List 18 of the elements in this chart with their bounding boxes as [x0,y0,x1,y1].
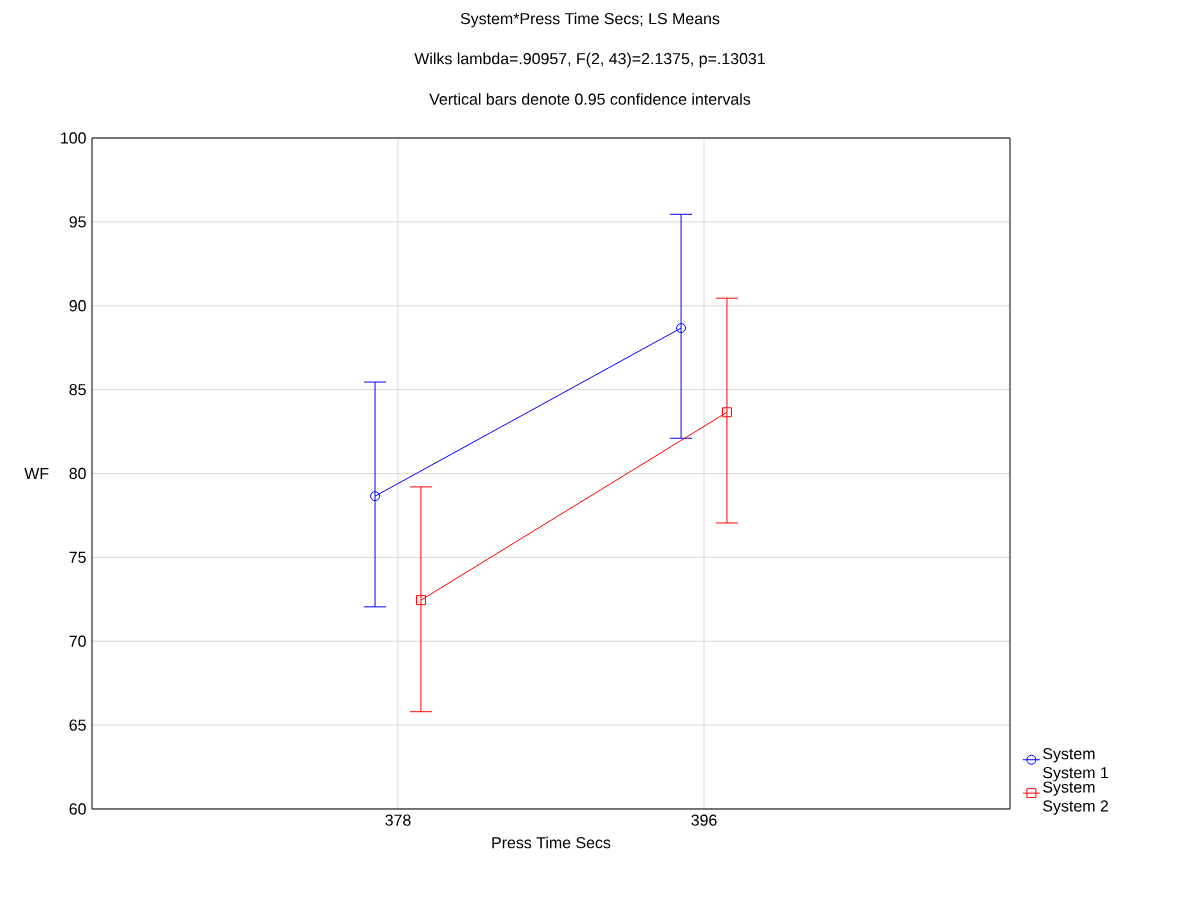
y-tick-label: 90 [69,300,86,312]
legend-label: System System 2 [1043,781,1108,815]
y-tick-label: 65 [69,719,86,731]
chart-subtitle: Wilks lambda=.90957, F(2, 43)=2.1375, p=.13031 [414,52,765,68]
text: Vertical bars denote 0.95 confidence intervals [429,93,751,105]
y-tick-label: 85 [69,383,86,396]
y-tick-label: 70 [69,635,86,647]
y-tick-label: 60 [69,803,86,815]
x-axis-title: Press Time Secs [492,836,611,849]
y-tick-label: 75 [69,551,86,563]
legend-label: System System 1 [1043,748,1109,782]
x-tick-label: 378 [385,814,411,826]
y-tick-label: 95 [69,216,86,228]
y-tick-label: 100 [61,132,86,144]
y-axis-title: WF [24,468,49,479]
chart-title: System*Press Time Secs; LS Means [460,12,720,28]
y-tick-label: 80 [69,467,86,480]
x-tick-label: 396 [691,814,717,826]
